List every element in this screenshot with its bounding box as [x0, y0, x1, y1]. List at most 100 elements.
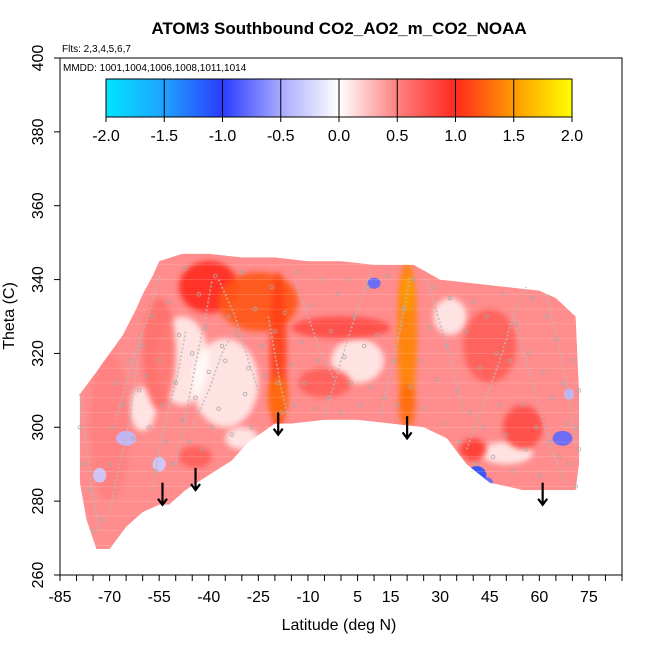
arrow-head	[272, 428, 284, 437]
sample-point	[147, 425, 152, 430]
sample-point	[209, 425, 215, 430]
down-arrow	[401, 416, 413, 441]
heatmap-enhancement	[291, 316, 391, 339]
heatmap-enhancement	[502, 405, 543, 450]
sample-point	[150, 314, 155, 319]
sample-point	[246, 366, 251, 371]
sample-point	[345, 277, 350, 282]
sample-point	[325, 395, 330, 400]
sample-point	[553, 336, 559, 341]
sample-point	[447, 295, 453, 301]
sample-point	[361, 343, 367, 349]
sample-point	[190, 351, 195, 356]
colorbar-tick-label: 2.0	[561, 128, 583, 145]
arrow-head	[401, 431, 413, 441]
flight-track	[379, 275, 412, 417]
sample-point	[338, 410, 344, 415]
sample-point	[170, 462, 175, 467]
sample-point	[576, 388, 582, 393]
x-axis-label: Latitude (deg N)	[282, 617, 397, 634]
sample-point	[107, 462, 112, 467]
sample-point	[401, 306, 407, 312]
sample-point	[507, 358, 512, 364]
flight-track	[512, 316, 567, 484]
sample-point	[269, 284, 274, 290]
heatmap-enhancement	[298, 368, 351, 398]
y-tick-label: 400	[30, 45, 47, 72]
sample-point	[441, 421, 446, 426]
sample-point	[282, 310, 287, 316]
sample-point	[368, 384, 373, 389]
sample-point	[348, 380, 354, 386]
sample-point	[434, 377, 440, 382]
x-tick-label: -85	[48, 589, 71, 606]
sample-point	[576, 447, 582, 452]
colorbar-tick-label: 0.0	[328, 128, 350, 145]
heatmap-low-region	[192, 338, 259, 428]
flight-track	[426, 279, 465, 413]
heatmap-enhancement	[218, 272, 299, 332]
sample-point	[497, 402, 502, 408]
y-tick-label: 360	[30, 192, 47, 219]
colorbar-tick-label: -0.5	[267, 128, 295, 145]
sample-point	[80, 462, 86, 467]
sample-point	[523, 447, 529, 452]
sample-point	[421, 406, 426, 412]
sample-point	[318, 277, 324, 282]
sample-point	[292, 402, 297, 408]
sample-point	[457, 439, 463, 445]
sample-point	[490, 454, 496, 460]
y-tick-label: 280	[30, 488, 47, 515]
sample-point	[299, 340, 304, 345]
flight-track	[174, 279, 213, 465]
sample-point	[226, 314, 231, 319]
flight-track	[293, 279, 336, 380]
y-axis: 260 280 300 320 340 360 380 400	[30, 45, 60, 588]
sample-point	[252, 306, 258, 312]
sample-point	[90, 528, 96, 533]
flight-track	[191, 327, 236, 428]
sample-point	[87, 487, 92, 493]
sample-point	[120, 402, 126, 408]
sample-point	[411, 277, 416, 282]
sample-point	[573, 425, 578, 430]
flight-tracks	[79, 271, 577, 531]
sample-point	[199, 447, 205, 452]
sample-point	[418, 358, 423, 364]
flight-track	[323, 271, 372, 417]
sample-point	[471, 299, 476, 304]
sample-point	[547, 439, 552, 445]
sample-point	[556, 454, 562, 460]
x-tick-label: 5	[353, 589, 362, 606]
colorbar-tick-label: 1.0	[444, 128, 466, 145]
y-tick-label: 300	[30, 414, 47, 441]
colorbar-tick-label: 1.5	[503, 128, 525, 145]
sample-point	[391, 358, 397, 364]
flight-track	[151, 331, 187, 491]
sample-point	[279, 410, 284, 415]
sample-point	[236, 332, 241, 338]
heatmap-depletion	[367, 277, 381, 289]
sample-point	[514, 321, 519, 327]
colorbar: -2.0 -1.5 -1.0 -0.5 0.0 0.5 1.0 1.5 2.0	[92, 78, 583, 145]
x-tick-label: 60	[530, 589, 548, 606]
down-arrow	[190, 467, 201, 492]
plot-content	[77, 253, 582, 550]
x-tick-label: -10	[296, 589, 319, 606]
y-axis-label: Theta (C)	[1, 282, 18, 350]
sample-point	[315, 358, 321, 364]
sample-point	[160, 402, 165, 408]
heatmap-depletion	[564, 388, 575, 400]
sample-point	[527, 351, 532, 356]
arrow-head	[190, 483, 201, 492]
heatmap-enhancement	[179, 445, 213, 468]
sample-point	[543, 314, 549, 319]
heatmap-enhancement	[460, 438, 487, 461]
flight-track	[217, 279, 260, 391]
heatmap-depletion	[466, 466, 487, 485]
x-axis: -85 -70 -55 -40 -25 -10 5 15 30 45 60 75	[48, 575, 623, 606]
colorbar-tick-label: -1.0	[209, 128, 237, 145]
sample-point	[309, 303, 314, 308]
sample-point	[113, 380, 119, 386]
